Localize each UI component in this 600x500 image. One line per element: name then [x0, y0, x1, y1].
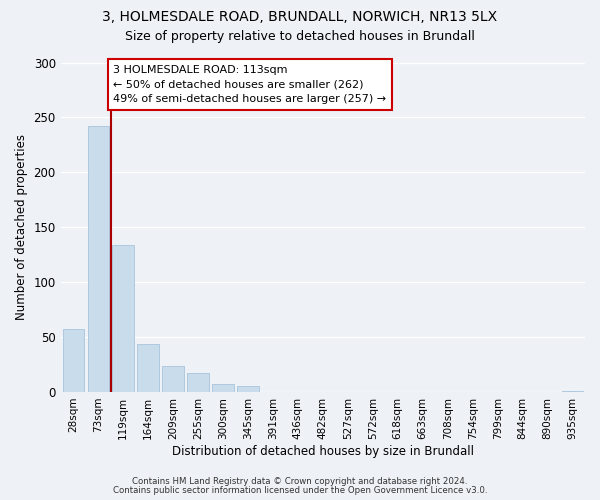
- Bar: [88, 126, 109, 392]
- Text: 3, HOLMESDALE ROAD, BRUNDALL, NORWICH, NR13 5LX: 3, HOLMESDALE ROAD, BRUNDALL, NORWICH, N…: [103, 10, 497, 24]
- Bar: [112, 245, 134, 392]
- Y-axis label: Number of detached properties: Number of detached properties: [15, 134, 28, 320]
- Text: Contains HM Land Registry data © Crown copyright and database right 2024.: Contains HM Land Registry data © Crown c…: [132, 477, 468, 486]
- Bar: [238, 386, 259, 392]
- Bar: [62, 330, 84, 392]
- Bar: [562, 391, 583, 392]
- Bar: [163, 366, 184, 392]
- Text: Contains public sector information licensed under the Open Government Licence v3: Contains public sector information licen…: [113, 486, 487, 495]
- Bar: [187, 374, 209, 392]
- X-axis label: Distribution of detached houses by size in Brundall: Distribution of detached houses by size …: [172, 444, 474, 458]
- Text: Size of property relative to detached houses in Brundall: Size of property relative to detached ho…: [125, 30, 475, 43]
- Text: 3 HOLMESDALE ROAD: 113sqm
← 50% of detached houses are smaller (262)
49% of semi: 3 HOLMESDALE ROAD: 113sqm ← 50% of detac…: [113, 64, 386, 104]
- Bar: [212, 384, 233, 392]
- Bar: [137, 344, 158, 392]
